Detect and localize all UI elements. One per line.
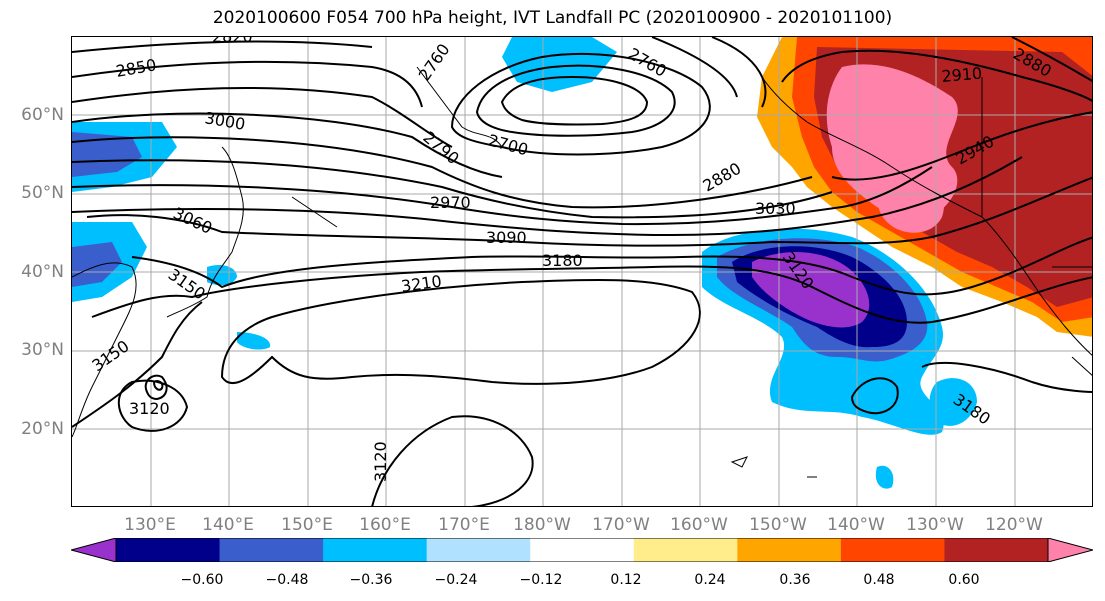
lon-label-170w: 170°W [592, 515, 650, 535]
colorbar-tick-label: 0.60 [948, 572, 980, 588]
colorbar-segment [633, 538, 738, 562]
contour-label: 3120 [371, 441, 390, 482]
colorbar-outline [115, 538, 1049, 562]
map-title: 2020100600 F054 700 hPa height, IVT Land… [212, 8, 893, 28]
colorbar-segment [737, 538, 842, 562]
contour-label: 3030 [755, 199, 796, 218]
lat-label-40n: 40°N [21, 262, 64, 282]
contour-label: 3120 [129, 399, 170, 418]
contour-label: 3210 [400, 271, 443, 295]
contour-label: 3150 [88, 336, 132, 375]
lon-label-160e: 160°E [359, 515, 411, 535]
colorbar-tick-label: −0.36 [349, 572, 393, 588]
contour-label: 2880 [700, 159, 745, 196]
colorbar-extend-max [1047, 538, 1093, 562]
colorbar-tick-label: 0.36 [779, 572, 811, 588]
lat-label-60n: 60°N [21, 105, 64, 125]
colorbar-tick-label: −0.12 [519, 572, 563, 588]
colorbar-segment [840, 538, 945, 562]
lon-label-140e: 140°E [202, 515, 254, 535]
map-panel: 2820 2850 2760 2760 3000 2790 2700 2880 … [71, 36, 1093, 507]
contour-label: 3150 [165, 265, 209, 304]
colorbar-segments [116, 538, 1049, 562]
colorbar-segment [116, 538, 221, 562]
lon-label-130e: 130°E [124, 515, 176, 535]
colorbar-extend-min [71, 538, 117, 562]
lon-label-140w: 140°W [827, 515, 885, 535]
colorbar-tick-label: 0.48 [863, 572, 895, 588]
colorbar-segment [426, 538, 531, 562]
lon-label-150w: 150°W [749, 515, 807, 535]
colorbar-tick-label: −0.24 [434, 572, 478, 588]
lat-label-30n: 30°N [21, 340, 64, 360]
lon-label-130w: 130°W [906, 515, 964, 535]
colorbar-segment [323, 538, 428, 562]
contour-label: 2760 [625, 44, 670, 81]
contour-label: 2820 [212, 37, 253, 46]
lat-label-50n: 50°N [21, 183, 64, 203]
contour-label: 2760 [415, 40, 454, 84]
colorbar-segment [530, 538, 635, 562]
lat-label-20n: 20°N [21, 419, 64, 439]
height-contours [72, 37, 1092, 506]
lon-label-180w: 180°W [513, 515, 571, 535]
lon-label-150e: 150°E [281, 515, 333, 535]
colorbar-tick-label: 0.12 [610, 572, 642, 588]
colorbar-segment [219, 538, 324, 562]
contour-label: 3090 [486, 228, 527, 247]
contour-label: 3180 [542, 251, 583, 270]
colorbar [71, 538, 1093, 562]
colorbar-tick-label: −0.48 [265, 572, 309, 588]
contour-label: 2700 [486, 131, 530, 160]
lon-label-160w: 160°W [670, 515, 728, 535]
colorbar-tick-label: −0.60 [180, 572, 224, 588]
map-canvas: 2820 2850 2760 2760 3000 2790 2700 2880 … [72, 37, 1092, 506]
contour-label: 2970 [430, 193, 471, 212]
contour-label: 3000 [203, 108, 246, 134]
ivt-positive-shading [757, 37, 1092, 337]
lon-label-120w: 120°W [985, 515, 1043, 535]
colorbar-tick-label: 0.24 [694, 572, 726, 588]
contour-label: 2910 [941, 64, 983, 86]
lon-label-170e: 170°E [438, 515, 490, 535]
colorbar-segment [944, 538, 1049, 562]
